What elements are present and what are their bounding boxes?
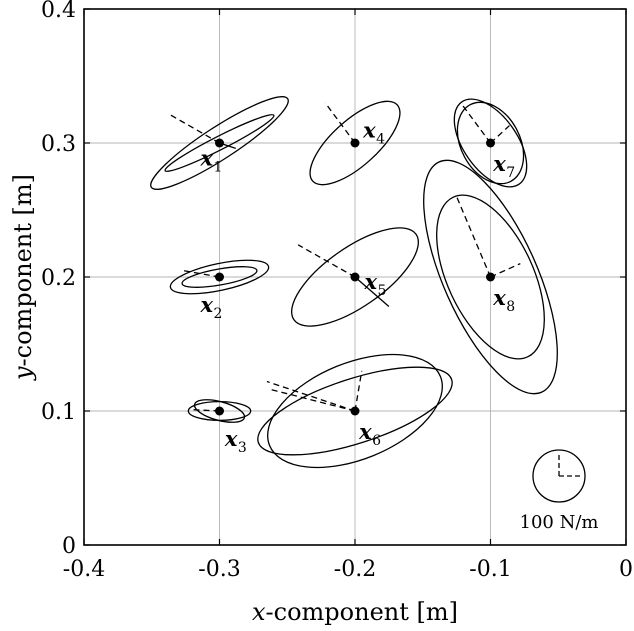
- data-point: [215, 406, 224, 416]
- data-point: [486, 272, 495, 282]
- stiffness-ellipse: [309, 100, 401, 186]
- eigenvector-dashed: [456, 196, 492, 278]
- plot-frame: [83, 8, 627, 546]
- x-tick-label: -0.1: [469, 557, 511, 582]
- data-point: [215, 138, 224, 148]
- x-tick-label: 0: [619, 557, 633, 582]
- scale-reference-label: 100 N/m: [520, 512, 599, 533]
- y-tick-label: 0.3: [41, 132, 76, 157]
- data-point: [350, 406, 360, 416]
- y-axis-label: y-component [m]: [9, 174, 37, 381]
- x-axis-label: x-component [m]: [252, 598, 458, 626]
- stiffness-ellipse: [453, 98, 528, 188]
- point-label-subscript: 1: [214, 160, 223, 176]
- point-label: x: [200, 146, 214, 171]
- data-point: [215, 272, 224, 282]
- eigenvector-dashed: [192, 409, 220, 412]
- eigenvector-dashed: [324, 102, 356, 144]
- x-tick-label: -0.2: [334, 557, 376, 582]
- eigenvector-dashed: [266, 380, 356, 412]
- point-label: x: [358, 419, 372, 444]
- eigenvector-dashed: [460, 102, 492, 144]
- x-tick-label: -0.4: [63, 557, 105, 582]
- stiffness-ellipse: [169, 259, 270, 295]
- stiffness-ellipse: [456, 101, 525, 185]
- eigenvector-solid: [354, 276, 390, 307]
- point-label-subscript: 2: [214, 306, 223, 322]
- x-tick-label: -0.3: [198, 557, 240, 582]
- stiffness-ellipse: [257, 366, 453, 456]
- point-label-subscript: 7: [506, 165, 515, 181]
- stiffness-ellipse: [291, 227, 419, 327]
- y-tick-label: 0.1: [41, 400, 76, 425]
- point-label-subscript: 4: [376, 132, 385, 148]
- stiffness-ellipse: [164, 114, 275, 172]
- point-label: x: [492, 285, 506, 310]
- scale-reference-circle: [532, 449, 586, 503]
- y-tick-label: 0.4: [41, 0, 76, 23]
- data-point: [486, 138, 495, 148]
- eigenvector-dashed: [354, 370, 363, 412]
- point-label: x: [492, 151, 506, 176]
- stiffness-ellipse: [150, 96, 289, 190]
- stiffness-ellipse: [181, 266, 258, 288]
- stiffness-ellipse: [436, 194, 545, 360]
- point-label-subscript: 3: [238, 440, 247, 456]
- point-label-subscript: 6: [372, 433, 381, 449]
- point-label: x: [362, 118, 376, 143]
- point-label-subscript: 8: [506, 299, 515, 315]
- point-label: x: [200, 292, 214, 317]
- stiffness-ellipse: [267, 353, 443, 469]
- point-label: x: [363, 269, 377, 294]
- y-tick-label: 0: [62, 534, 76, 559]
- point-label: x: [224, 426, 238, 451]
- data-point: [350, 272, 360, 282]
- data-point: [350, 138, 360, 148]
- scale-reference: [532, 449, 586, 503]
- data-layer: x 1x 2x 3x 4x 5x 6x 7x 8: [150, 96, 558, 469]
- ticks-layer: -0.4 -0.3 -0.2 -0.1 0 0 0.1 0.2 0.3 0.4: [41, 0, 633, 582]
- eigenvector-dashed: [270, 388, 356, 412]
- point-label-subscript: 5: [377, 283, 386, 299]
- y-tick-label: 0.2: [41, 266, 76, 291]
- eigenvector-dashed: [297, 244, 356, 278]
- stiffness-ellipse: [187, 400, 252, 422]
- stiffness-ellipse: [423, 159, 558, 395]
- eigenvector-dashed: [490, 263, 521, 278]
- eigenvector-dashed: [181, 269, 220, 278]
